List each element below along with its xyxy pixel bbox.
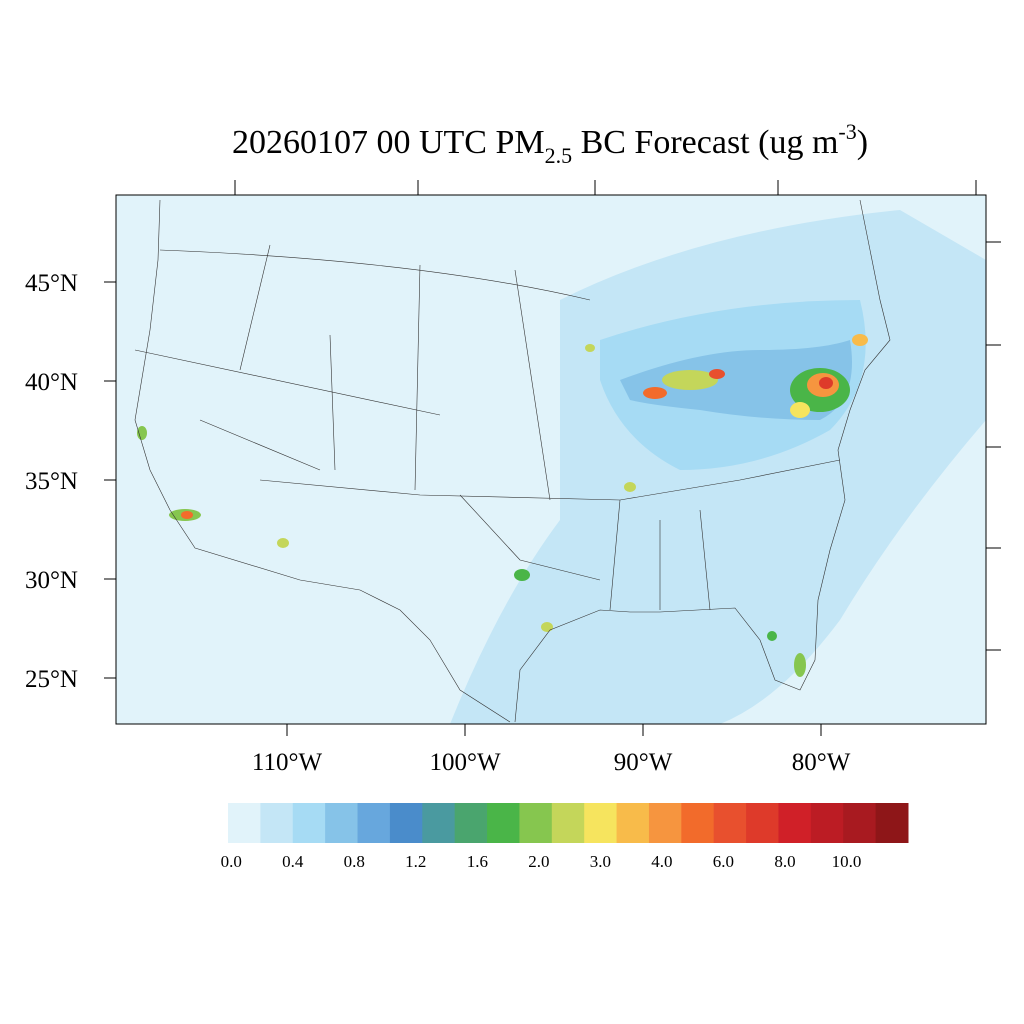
colorbar-box <box>357 803 391 843</box>
colorbar-label: 6.0 <box>713 852 734 871</box>
colorbar-box <box>422 803 456 843</box>
colorbar-box <box>228 803 261 843</box>
state-borders <box>134 244 841 611</box>
hotspot <box>767 631 777 641</box>
colorbar-box <box>810 803 844 843</box>
hotspot <box>662 370 718 390</box>
colorbar-box <box>843 803 877 843</box>
hotspot <box>585 344 595 352</box>
hotspot <box>643 387 667 399</box>
colorbar-label: 2.0 <box>528 852 549 871</box>
longitude-labels: 110°W 100°W 90°W 80°W <box>252 749 851 776</box>
hotspot <box>852 334 868 346</box>
title-subscript: 2.5 <box>545 143 573 168</box>
map <box>115 194 987 725</box>
title-main: 20260107 00 UTC PM <box>232 124 545 161</box>
hotspot <box>709 369 725 379</box>
lat-label: 25°N <box>25 666 78 693</box>
colorbar-box <box>713 803 747 843</box>
lat-label: 45°N <box>25 270 78 297</box>
lon-label: 100°W <box>429 749 500 776</box>
colorbar-box <box>778 803 812 843</box>
colorbar-label: 1.2 <box>405 852 426 871</box>
map-frame <box>115 194 987 725</box>
colorbar-box <box>519 803 553 843</box>
lon-label: 110°W <box>252 749 323 776</box>
latitude-labels: 45°N 40°N 35°N 30°N 25°N <box>25 270 78 693</box>
hotspot <box>794 653 806 677</box>
colorbar-box <box>648 803 682 843</box>
colorbar-label: 0.8 <box>344 852 365 871</box>
colorbar-box <box>746 803 779 843</box>
colorbar-box <box>389 803 423 843</box>
hotspot <box>137 426 147 440</box>
lon-label: 80°W <box>792 749 851 776</box>
hotspot <box>819 377 833 389</box>
colorbar-label: 1.6 <box>467 852 488 871</box>
hotspot <box>790 402 810 418</box>
colorbar-box <box>681 803 715 843</box>
ticks <box>104 180 1001 736</box>
lon-label: 90°W <box>614 749 673 776</box>
hotspot <box>624 482 636 492</box>
hotspot <box>541 622 553 632</box>
colorbar-box <box>454 803 488 843</box>
colorbar-label: 0.0 <box>221 852 242 871</box>
hotspot <box>277 538 289 548</box>
hotspot <box>181 511 193 519</box>
title: 20260107 00 UTC PM2.5 BC Forecast (ug m-… <box>232 119 868 168</box>
colorbar-label: 8.0 <box>774 852 795 871</box>
lat-label: 35°N <box>25 468 78 495</box>
hotspot <box>514 569 530 581</box>
colorbar-box <box>292 803 326 843</box>
coastline <box>134 199 891 723</box>
lat-label: 30°N <box>25 567 78 594</box>
colorbar-box <box>551 803 585 843</box>
colorbar-label: 3.0 <box>590 852 611 871</box>
title-superscript: -3 <box>838 119 856 144</box>
title-close: ) <box>857 124 868 161</box>
colorbar-box <box>260 803 294 843</box>
colorbar-box <box>584 803 618 843</box>
colorbar-box <box>487 803 520 843</box>
colorbar-box <box>875 803 909 843</box>
lat-label: 40°N <box>25 369 78 396</box>
colorbar: 0.0 0.4 0.8 1.2 1.6 2.0 3.0 4.0 6.0 8.0 10.0 <box>221 803 909 871</box>
colorbar-label: 0.4 <box>282 852 304 871</box>
title-rest: BC Forecast (ug m <box>572 124 838 161</box>
colorbar-label: 10.0 <box>832 852 862 871</box>
colorbar-label: 4.0 <box>651 852 672 871</box>
colorbar-box <box>616 803 650 843</box>
colorbar-box <box>325 803 359 843</box>
